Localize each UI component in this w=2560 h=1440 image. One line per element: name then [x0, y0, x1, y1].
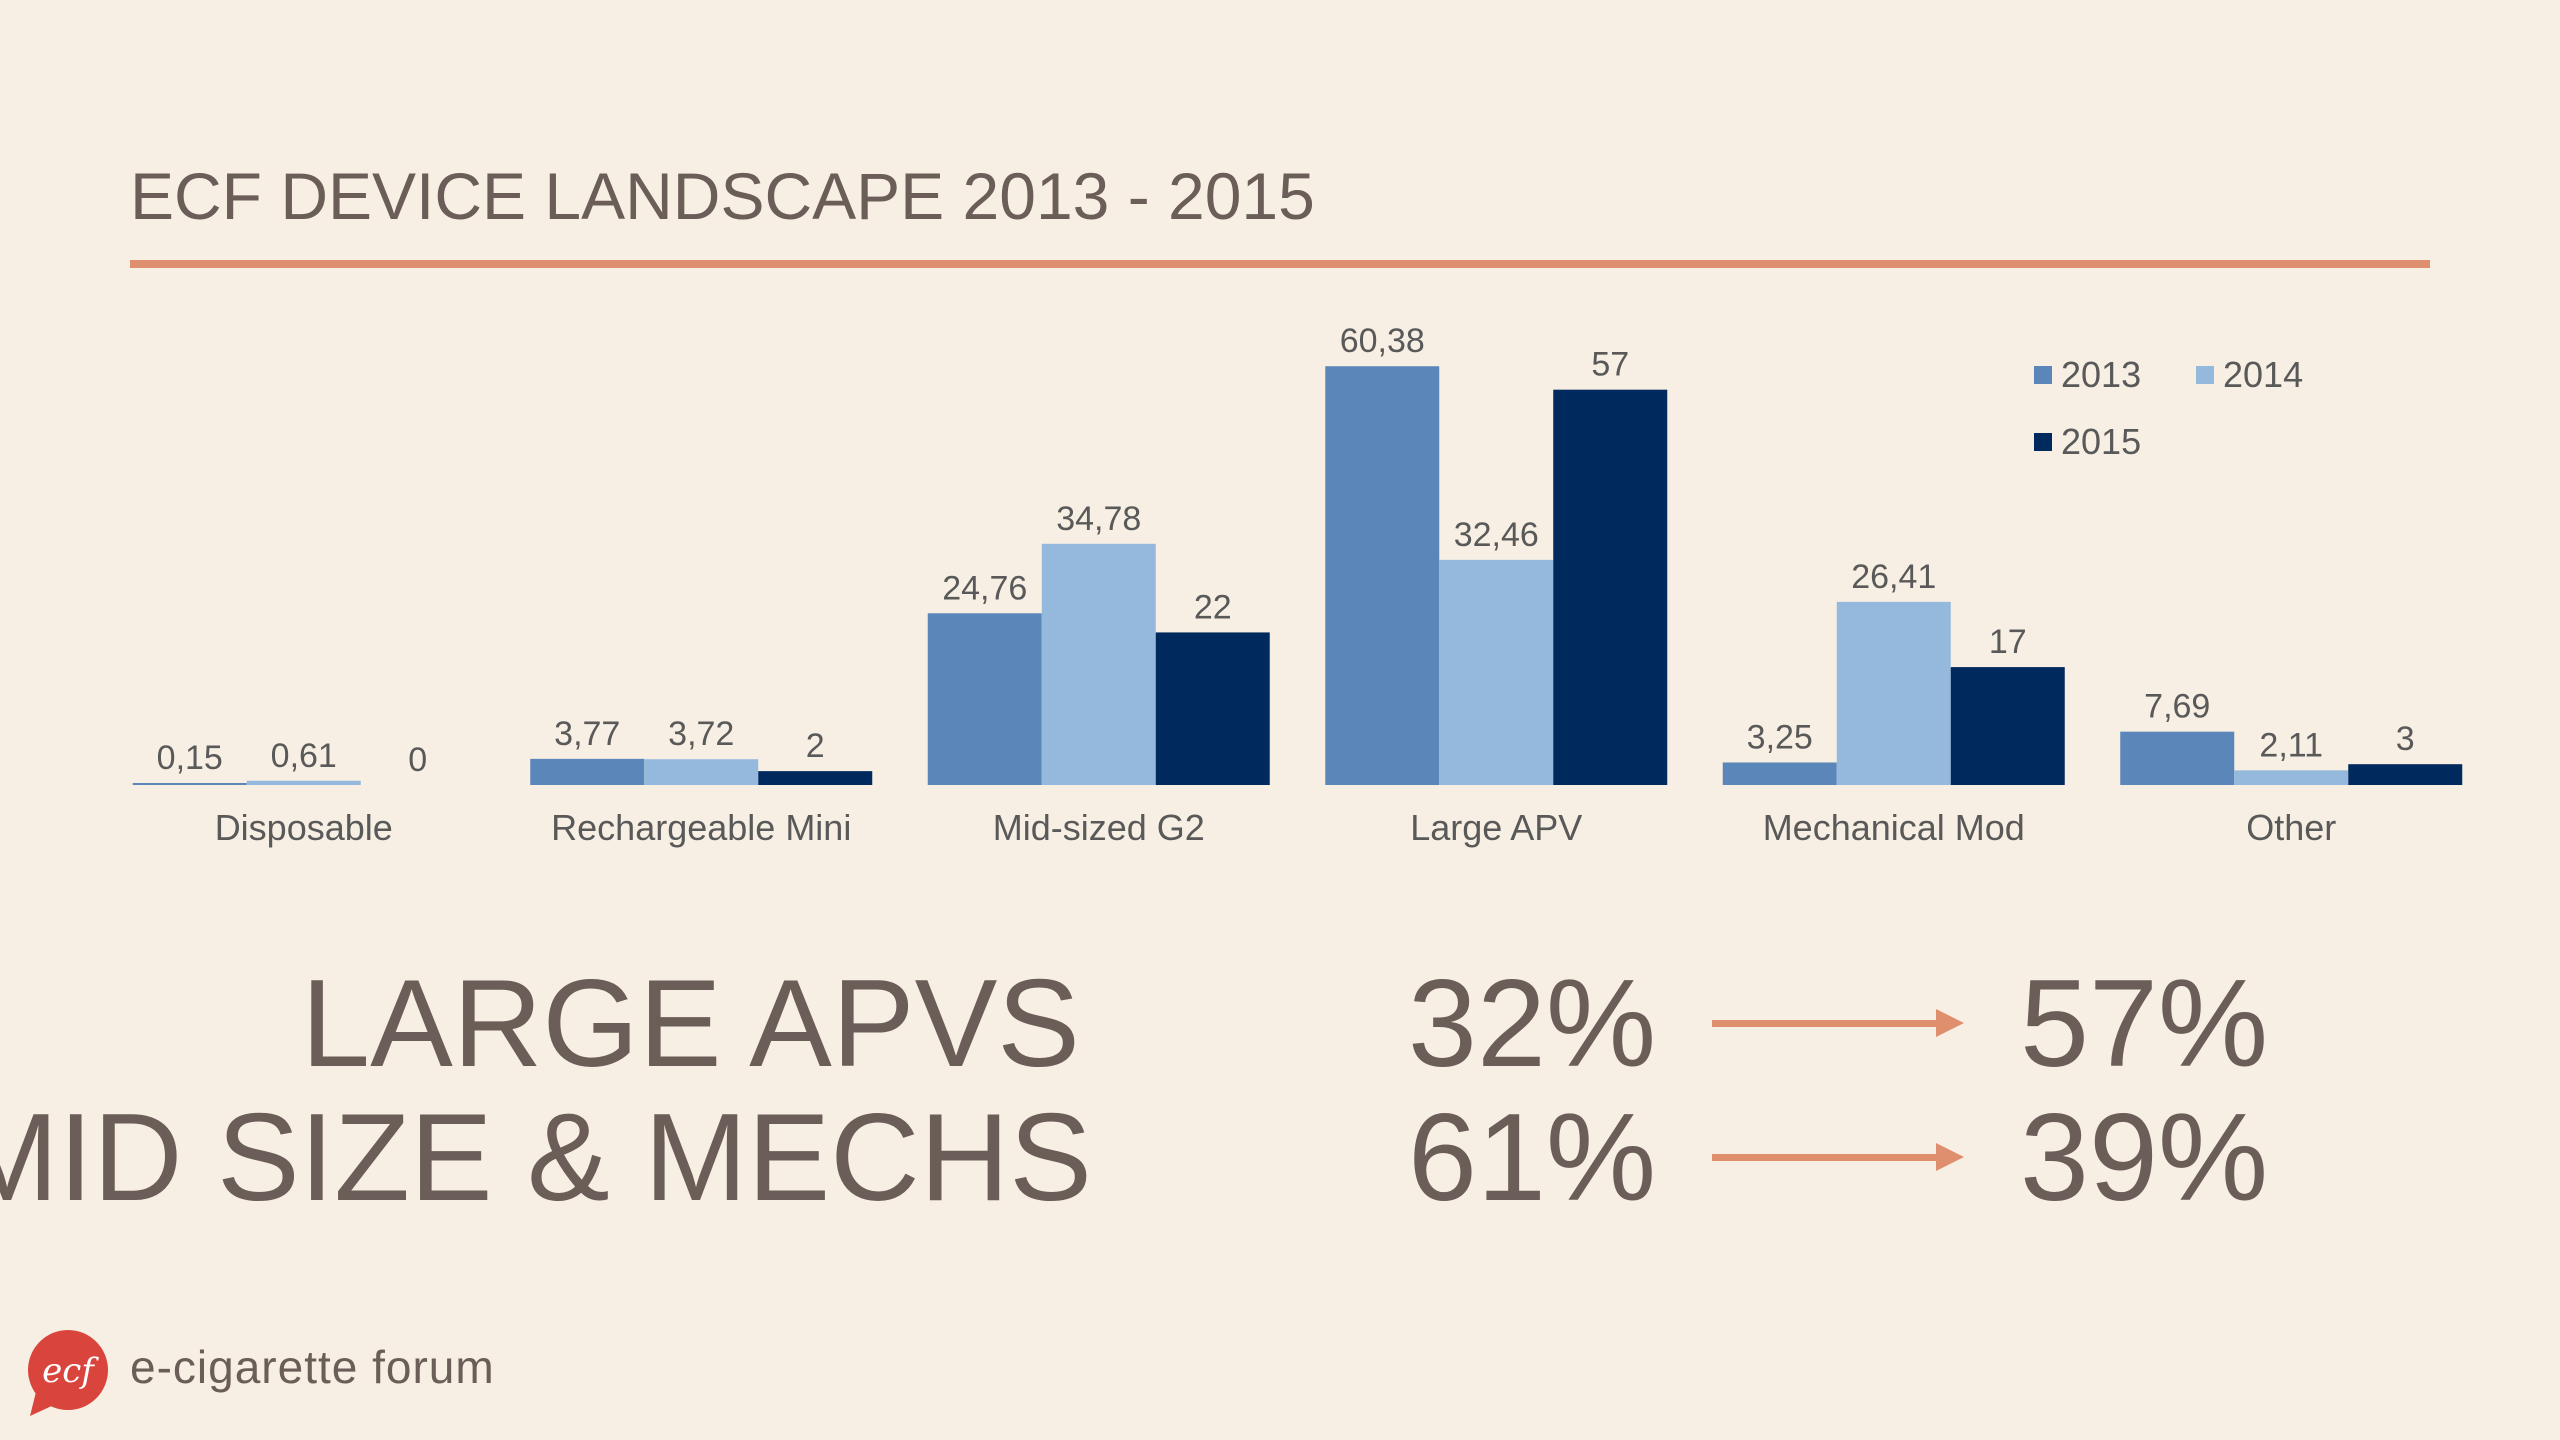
data-label-rechargeable-mini-2015: 2 [806, 727, 825, 765]
x-tick-label-large-apv: Large APV [1410, 807, 1582, 848]
data-label-mid-sized-g2-2014: 34,78 [1056, 500, 1141, 538]
bar-rechargeable-mini-2015 [758, 771, 873, 785]
x-tick-label-mechanical-mod: Mechanical Mod [1763, 807, 2025, 848]
data-label-rechargeable-mini-2014: 3,72 [668, 715, 734, 753]
stat-to-mid-size-mechs: 39% [2020, 1089, 2269, 1227]
data-label-other-2013: 7,69 [2144, 688, 2210, 726]
legend-label-2013: 2013 [2061, 354, 2141, 395]
logo-bubble-tail [30, 1392, 56, 1416]
data-label-mechanical-mod-2013: 3,25 [1747, 718, 1813, 756]
data-label-large-apv-2014: 32,46 [1454, 516, 1539, 554]
data-label-mechanical-mod-2015: 17 [1989, 623, 2027, 661]
legend-swatch-2013 [2034, 366, 2052, 384]
bar-other-2013 [2120, 731, 2235, 785]
bar-rechargeable-mini-2014 [644, 759, 759, 785]
legend-label-2015: 2015 [2061, 421, 2141, 462]
bar-other-2014 [2234, 770, 2349, 785]
stat-from-mid-size-mechs: 61% [1408, 1089, 1657, 1227]
logo-text: ecf [42, 1351, 99, 1391]
data-label-large-apv-2015: 57 [1591, 346, 1629, 384]
data-label-large-apv-2013: 60,38 [1340, 322, 1425, 360]
x-tick-label-rechargeable-mini: Rechargeable Mini [551, 807, 851, 848]
stat-to-large-apvs: 57% [2020, 955, 2269, 1093]
data-label-mid-sized-g2-2015: 22 [1194, 588, 1232, 626]
legend-swatch-2014 [2196, 366, 2214, 384]
data-label-rechargeable-mini-2013: 3,77 [554, 715, 620, 753]
title-divider [130, 260, 2430, 268]
data-label-mechanical-mod-2014: 26,41 [1851, 558, 1936, 596]
data-label-mid-sized-g2-2013: 24,76 [942, 569, 1027, 607]
bar-mechanical-mod-2015 [1950, 667, 2065, 785]
bar-mid-sized-g2-2015 [1155, 632, 1270, 785]
ecf-logo-icon: ecf [28, 1330, 108, 1416]
logo-bubble [28, 1330, 108, 1410]
bar-large-apv-2014 [1439, 559, 1554, 785]
data-label-other-2015: 3 [2396, 720, 2415, 758]
arrow-right-icon [1712, 1008, 1964, 1038]
bar-large-apv-2013 [1325, 366, 1440, 785]
bar-disposable-2014 [246, 780, 361, 785]
bar-disposable-2013 [132, 783, 247, 785]
stat-label-mid-size-mechs: MID SIZE & MECHS [0, 1089, 1092, 1227]
bar-large-apv-2015 [1553, 389, 1668, 785]
bar-mechanical-mod-2014 [1836, 601, 1951, 785]
x-tick-label-mid-sized-g2: Mid-sized G2 [993, 807, 1205, 848]
data-label-disposable-2014: 0,61 [271, 737, 337, 775]
bar-mechanical-mod-2013 [1722, 762, 1837, 785]
bar-mid-sized-g2-2013 [927, 613, 1042, 785]
x-tick-label-other: Other [2246, 807, 2336, 848]
device-bar-chart: 0,15 0,61 0 Disposable 3,77 3,72 2 Rechargeable… [132, 322, 2463, 848]
bar-other-2015 [2348, 764, 2463, 785]
brand-name: e-cigarette forum [130, 1341, 495, 1393]
legend-swatch-2015 [2034, 433, 2052, 451]
stat-label-large-apvs: LARGE APVS [301, 955, 1080, 1093]
x-tick-label-disposable: Disposable [215, 807, 393, 848]
bar-mid-sized-g2-2014 [1041, 543, 1156, 785]
bar-rechargeable-mini-2013 [530, 758, 645, 785]
page-title: ECF DEVICE LANDSCAPE 2013 - 2015 [130, 159, 1315, 233]
legend-label-2014: 2014 [2223, 354, 2303, 395]
data-label-other-2014: 2,11 [2259, 726, 2323, 764]
stat-from-large-apvs: 32% [1408, 955, 1657, 1093]
data-label-disposable-2015: 0 [408, 741, 427, 779]
data-label-disposable-2013: 0,15 [157, 739, 223, 777]
arrow-right-icon [1712, 1142, 1964, 1172]
